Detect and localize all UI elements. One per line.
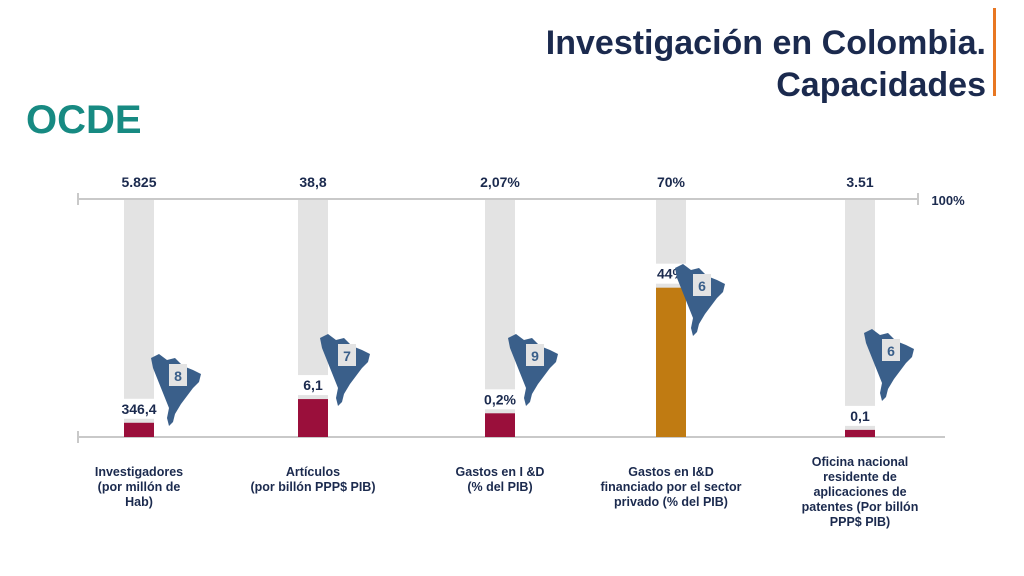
colombia-bar [656, 287, 686, 437]
rank-badge [169, 364, 187, 386]
ocde-label: OCDE [26, 98, 142, 142]
rank-badge [882, 339, 900, 361]
colombia-bar [845, 429, 875, 437]
rank-label: 7 [343, 348, 351, 364]
south-america-map-icon: 8 [151, 354, 201, 426]
category-label: Investigadores (por millón de Hab) [95, 465, 183, 509]
category-label: Artículos (por billón PPP$ PIB) [250, 465, 375, 494]
map-shape [320, 334, 370, 406]
rank-badge [526, 344, 544, 366]
ocde-value-label: 38,8 [299, 174, 326, 190]
ocde-value-label: 5.825 [121, 174, 156, 190]
colombia-value-label: 6,1 [303, 377, 323, 393]
ocde-value-label: 70% [657, 174, 686, 190]
colombia-value-box [836, 405, 884, 426]
title-line-2: Capacidades [776, 66, 986, 104]
category-label: Oficina nacional residente de aplicaciones… [802, 455, 919, 529]
ocde-bar [124, 200, 154, 437]
colombia-value-label: 0,2% [484, 391, 516, 407]
colombia-value-box [476, 389, 524, 410]
category-label: Gastos en I &D (% del PIB) [456, 465, 545, 494]
colombia-bar [485, 413, 515, 437]
south-america-map-icon: 7 [320, 334, 370, 406]
south-america-map-icon: 6 [675, 264, 725, 336]
ocde-value-label: 2,07% [480, 174, 520, 190]
title-line-1: Investigación en Colombia. [545, 24, 986, 62]
colombia-value-label: 346,4 [121, 401, 156, 417]
rank-label: 6 [887, 343, 895, 359]
south-america-map-icon: 6 [864, 329, 914, 401]
rank-badge [693, 274, 711, 296]
ocde-bar [845, 200, 875, 437]
rank-label: 8 [174, 368, 182, 384]
colombia-bar [298, 399, 328, 437]
ocde-bar [298, 200, 328, 437]
colombia-value-box [115, 398, 163, 419]
map-shape [864, 329, 914, 401]
rank-label: 9 [531, 348, 539, 364]
rank-label: 6 [698, 278, 706, 294]
ocde-value-label: 3.51 [846, 174, 873, 190]
colombia-value-box [289, 375, 337, 396]
rank-badge [338, 344, 356, 366]
category-label: Gastos en I&D financiado por el sector pri… [600, 465, 741, 509]
page-title: Investigación en Colombia. Capacidades [546, 22, 986, 106]
colombia-bar [124, 422, 154, 437]
map-shape [508, 334, 558, 406]
title-accent-bar [993, 8, 996, 96]
map-shape [151, 354, 201, 426]
reference-label: 100% [931, 193, 965, 208]
colombia-value-label: 0,1 [850, 408, 870, 424]
south-america-map-icon: 9 [508, 334, 558, 406]
map-shape [675, 264, 725, 336]
